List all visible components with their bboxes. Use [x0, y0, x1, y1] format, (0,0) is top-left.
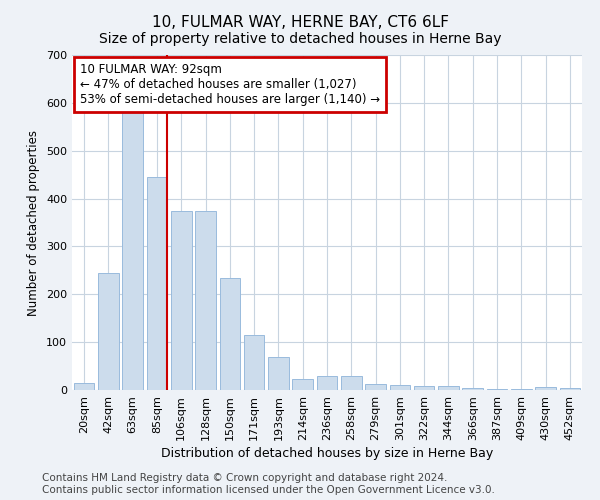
Bar: [268, 358, 289, 390]
Bar: [511, 389, 532, 390]
Text: Size of property relative to detached houses in Herne Bay: Size of property relative to detached ho…: [99, 32, 501, 46]
Bar: [560, 388, 580, 390]
X-axis label: Distribution of detached houses by size in Herne Bay: Distribution of detached houses by size …: [161, 447, 493, 460]
Text: Contains HM Land Registry data © Crown copyright and database right 2024.
Contai: Contains HM Land Registry data © Crown c…: [42, 474, 495, 495]
Bar: [463, 388, 483, 390]
Y-axis label: Number of detached properties: Number of detached properties: [28, 130, 40, 316]
Bar: [74, 383, 94, 390]
Bar: [438, 386, 459, 390]
Bar: [122, 110, 143, 390]
Bar: [171, 210, 191, 390]
Bar: [292, 380, 313, 390]
Bar: [146, 177, 167, 390]
Bar: [414, 386, 434, 390]
Bar: [487, 388, 508, 390]
Bar: [535, 387, 556, 390]
Bar: [244, 335, 265, 390]
Bar: [389, 385, 410, 390]
Bar: [341, 376, 362, 390]
Bar: [98, 273, 119, 390]
Text: 10 FULMAR WAY: 92sqm
← 47% of detached houses are smaller (1,027)
53% of semi-de: 10 FULMAR WAY: 92sqm ← 47% of detached h…: [80, 64, 380, 106]
Bar: [220, 278, 240, 390]
Text: 10, FULMAR WAY, HERNE BAY, CT6 6LF: 10, FULMAR WAY, HERNE BAY, CT6 6LF: [151, 15, 449, 30]
Bar: [195, 210, 216, 390]
Bar: [365, 384, 386, 390]
Bar: [317, 376, 337, 390]
